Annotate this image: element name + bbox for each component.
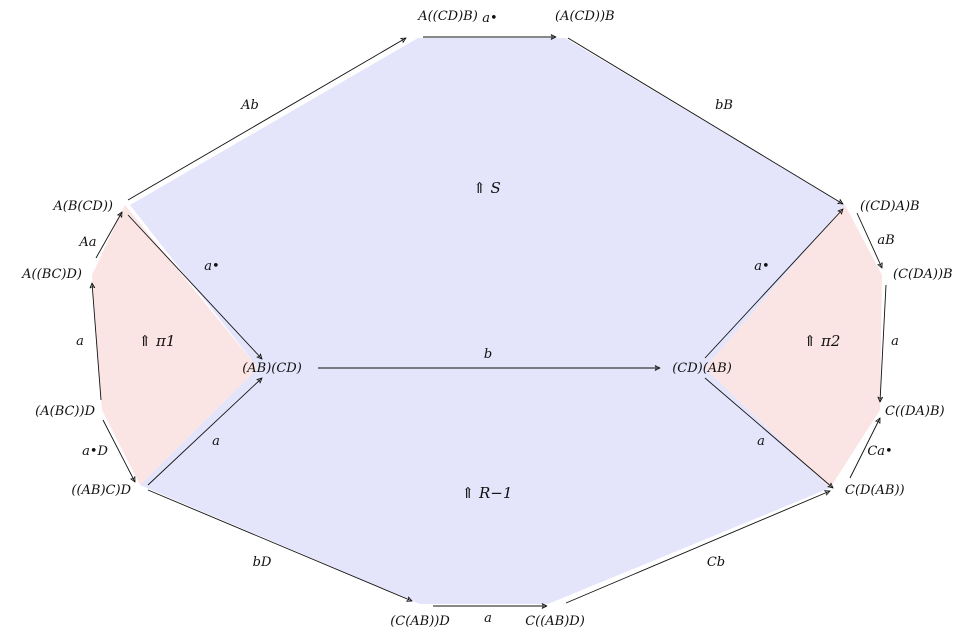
morphism-bottom: a <box>484 611 492 626</box>
object-bottom-right: C((AB)D) <box>525 614 585 629</box>
morphism-upper-left: Ab <box>240 98 259 113</box>
arrow-upper-right <box>567 37 843 204</box>
region-left <box>92 205 258 485</box>
object-left-bottom: ((AB)C)D <box>71 483 131 498</box>
arrow-left-3 <box>102 419 136 482</box>
arrow-inner-left-up <box>127 214 262 359</box>
arrow-lower-right <box>565 491 830 604</box>
morphism-center: b <box>484 347 492 362</box>
object-right-bottom: C(D(AB)) <box>845 483 905 498</box>
arrow-upper-left <box>127 38 406 201</box>
region-right <box>705 205 882 488</box>
arrow-right-2 <box>880 284 887 402</box>
arrow-inner-right-up <box>704 209 843 359</box>
object-left-mid: A((BC)D) <box>21 267 82 282</box>
arrow-right-1 <box>856 212 882 268</box>
morphism-inner-right-down: a <box>757 434 765 449</box>
region-lower <box>140 368 830 604</box>
morphism-right-3: Ca• <box>867 444 892 459</box>
morphism-top: a• <box>482 11 497 26</box>
object-center-right: (CD)(AB) <box>672 361 732 376</box>
object-bottom-left: (C(AB))D <box>390 614 450 629</box>
object-left-upper: A(B(CD)) <box>52 199 113 214</box>
arrow-inner-right-down <box>704 377 833 488</box>
region-upper <box>130 38 845 368</box>
object-center-left: (AB)(CD) <box>242 361 302 376</box>
morphism-left-2: a <box>76 334 84 349</box>
morphism-lower-right: Cb <box>707 555 725 570</box>
morphism-left-1: Aa <box>78 235 96 250</box>
cell-left: ⇑ π1 <box>139 332 176 350</box>
morphism-inner-left-down: a <box>212 434 220 449</box>
arrow-left-2 <box>92 283 102 401</box>
arrow-right-3 <box>849 418 881 479</box>
morphism-right-2: a <box>891 334 899 349</box>
arrow-left-1 <box>95 212 122 259</box>
object-right-upper: ((CD)A)B <box>860 199 920 214</box>
morphism-inner-right-up: a• <box>754 259 769 274</box>
object-top-right: (A(CD))B <box>555 9 615 24</box>
morphism-right-1: aB <box>877 233 894 248</box>
morphism-inner-left-up: a• <box>204 259 219 274</box>
cell-right: ⇑ π2 <box>804 332 841 350</box>
morphism-lower-left: bD <box>253 555 272 570</box>
arrow-inner-left-down <box>147 378 262 486</box>
morphism-left-3: a•D <box>82 444 108 459</box>
object-right-lower: C((DA)B) <box>885 404 945 419</box>
cell-top: ⇑ S <box>473 179 501 197</box>
cell-bottom: ⇑ R−1 <box>462 484 513 502</box>
object-right-mid: (C(DA))B <box>893 267 953 282</box>
morphism-upper-right: bB <box>715 98 733 113</box>
arrow-lower-left <box>147 489 412 601</box>
object-top-left: A((CD)B) <box>417 9 478 24</box>
object-left-lower: (A(BC))D <box>35 404 95 419</box>
